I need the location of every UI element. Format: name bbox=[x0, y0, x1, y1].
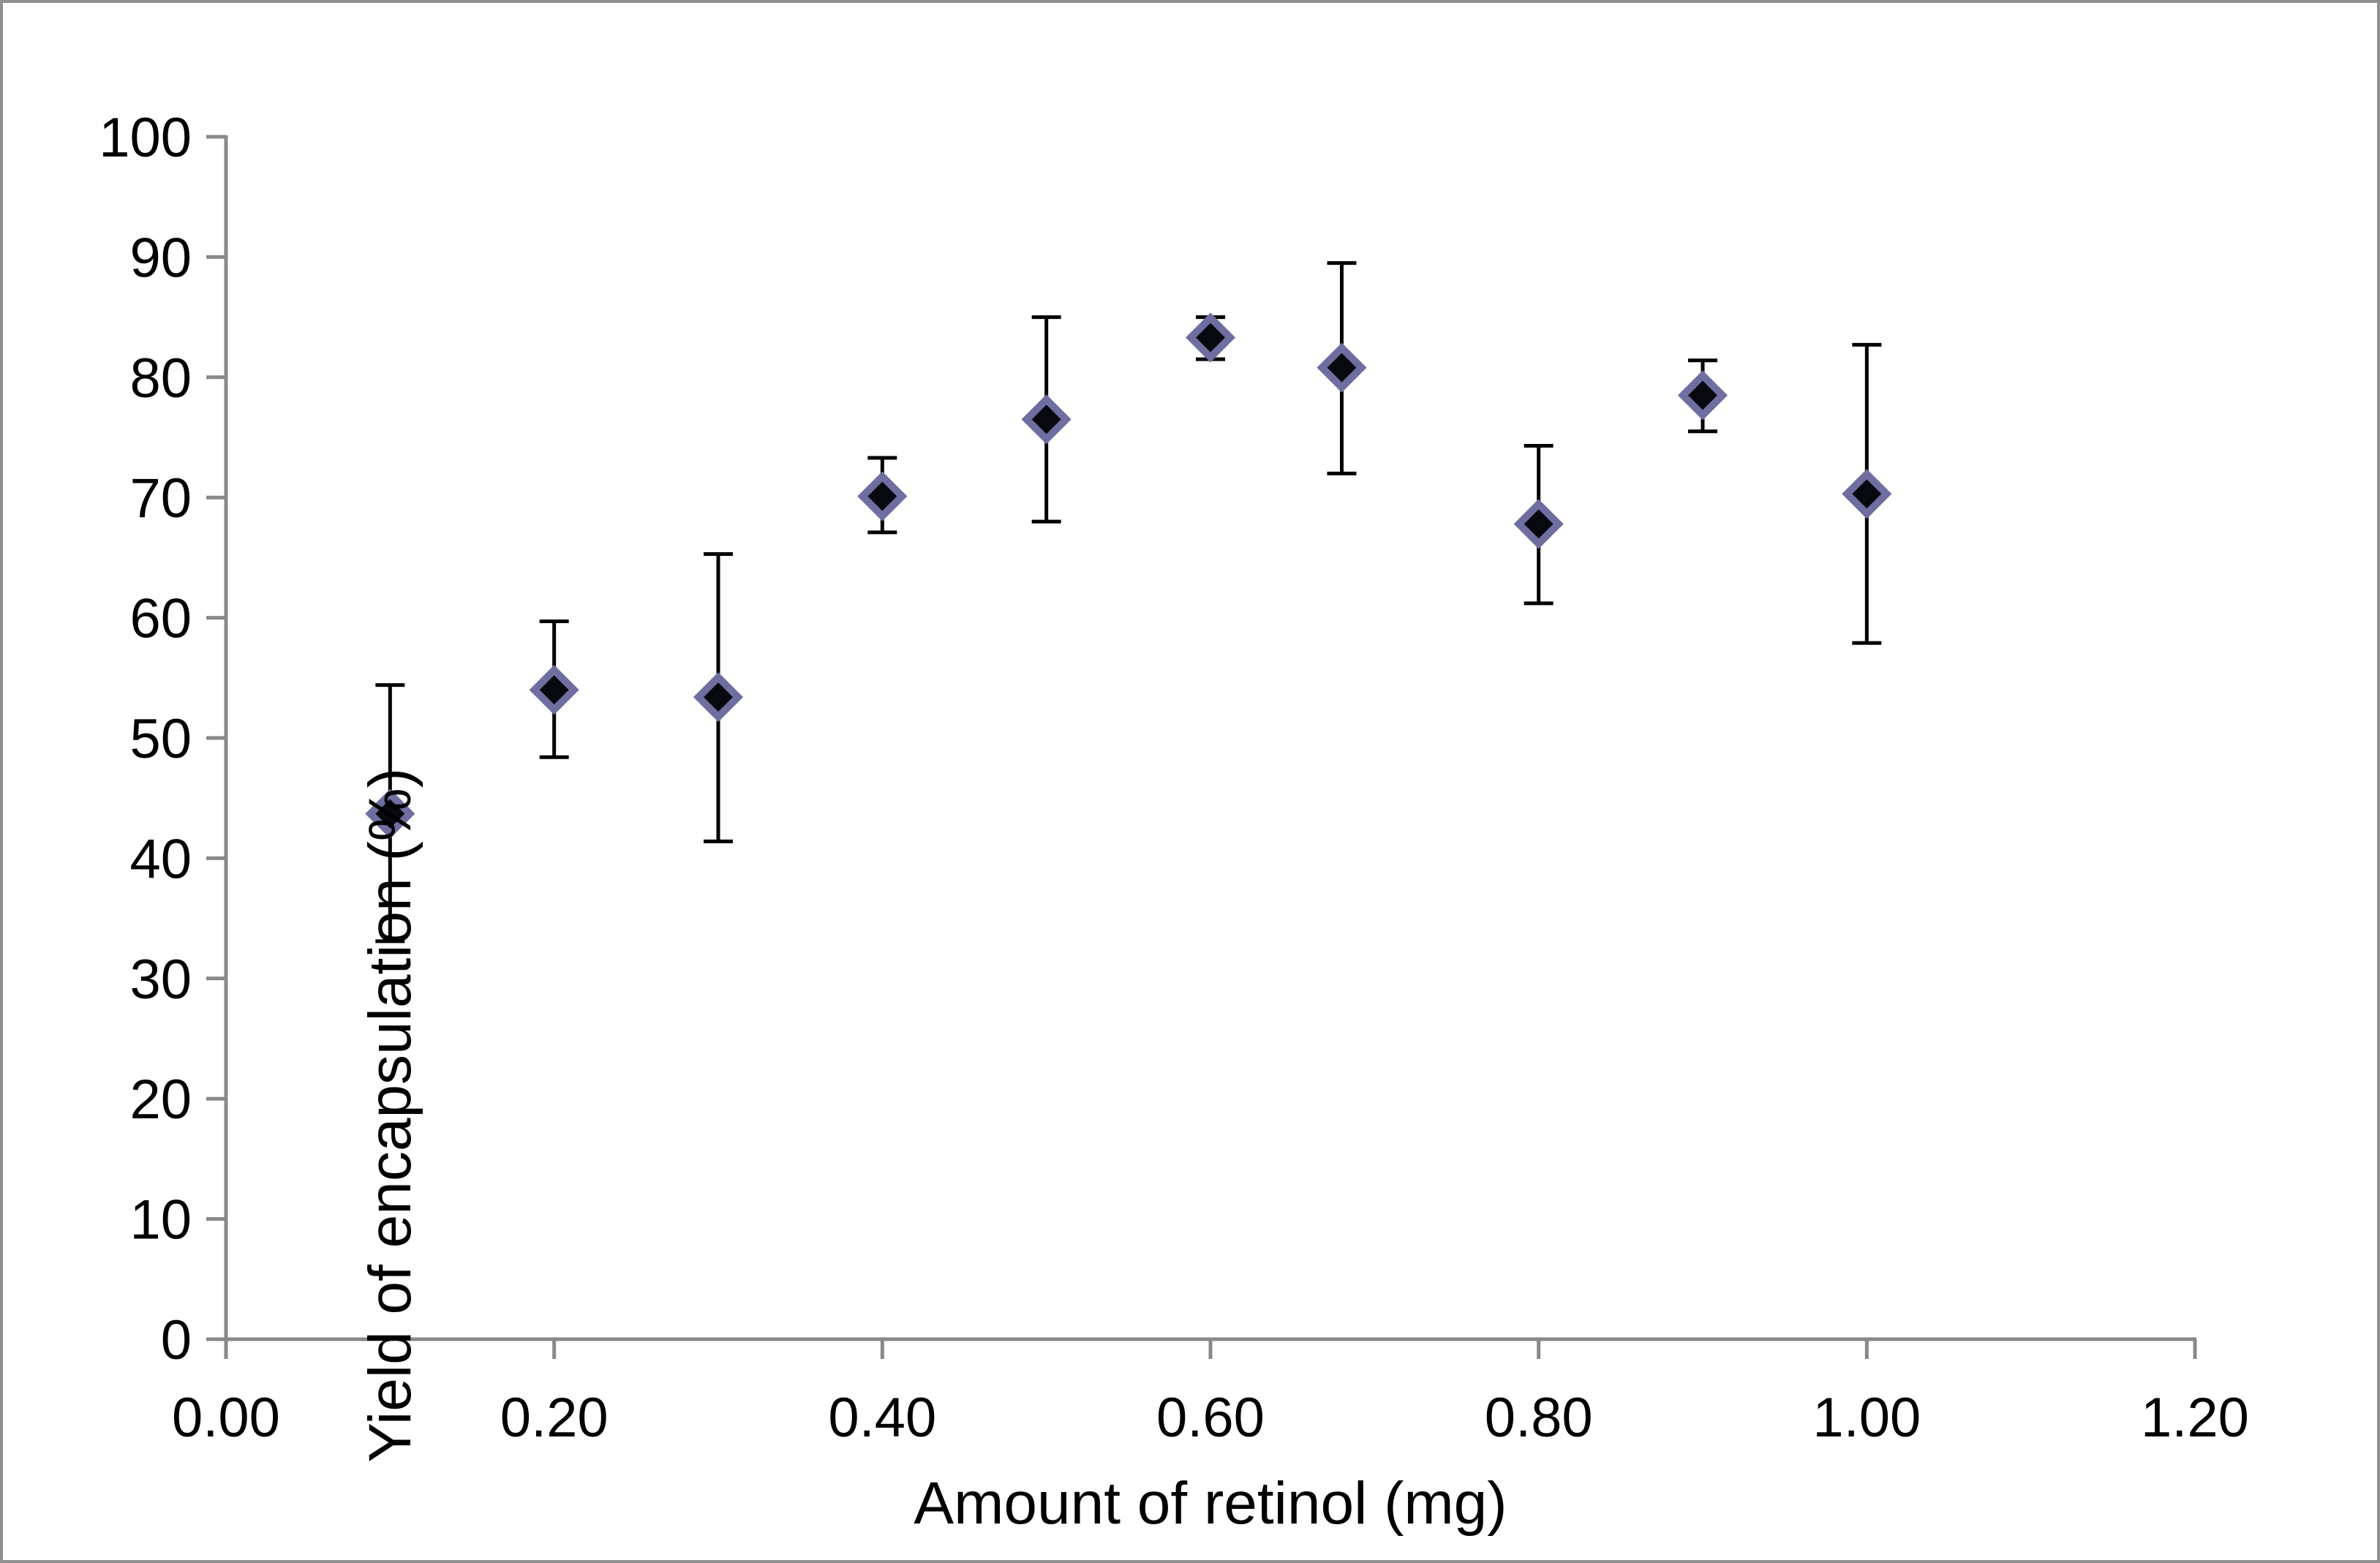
marker-diamond bbox=[857, 471, 908, 521]
y-tick-label: 20 bbox=[129, 1069, 192, 1131]
y-axis-title: Yield of encapsulation (%) bbox=[356, 768, 423, 1463]
y-tick-label: 30 bbox=[129, 949, 192, 1011]
x-tick-label: 0.40 bbox=[828, 1387, 936, 1449]
marker-diamond bbox=[1842, 469, 1892, 519]
x-axis-title: Amount of retinol (mg) bbox=[914, 1470, 1507, 1537]
marker-diamond bbox=[529, 665, 579, 715]
y-tick-label: 100 bbox=[99, 107, 192, 169]
x-tick-label: 0.00 bbox=[172, 1387, 280, 1449]
x-tick-label: 0.60 bbox=[1156, 1387, 1265, 1449]
y-tick-label: 70 bbox=[129, 467, 192, 530]
scatter-plot: 0 10 20 30 40 50 60 70 80 90 100 0.00 0.20 0.40 0.60 0.… bbox=[99, 107, 2249, 1449]
x-tick-label: 0.80 bbox=[1485, 1387, 1593, 1449]
y-tick-label: 80 bbox=[129, 347, 192, 410]
y-tick-label: 10 bbox=[129, 1189, 192, 1251]
y-tick-label: 50 bbox=[129, 708, 192, 770]
x-tick-label: 1.20 bbox=[2141, 1387, 2249, 1449]
marker-diamond bbox=[1513, 499, 1564, 549]
x-tick-label: 0.20 bbox=[500, 1387, 609, 1449]
marker-diamond bbox=[365, 788, 415, 839]
y-tick-label: 0 bbox=[161, 1309, 192, 1371]
marker-diamond bbox=[1317, 342, 1367, 393]
marker-diamond bbox=[1021, 394, 1072, 445]
marker-diamond bbox=[1677, 370, 1728, 421]
y-tick-label: 60 bbox=[129, 588, 192, 650]
x-tick-label: 1.00 bbox=[1812, 1387, 1921, 1449]
marker-diamond bbox=[693, 672, 744, 723]
y-tick-label: 40 bbox=[129, 828, 192, 890]
marker-diamond bbox=[1185, 312, 1236, 363]
y-tick-label: 90 bbox=[129, 227, 192, 289]
